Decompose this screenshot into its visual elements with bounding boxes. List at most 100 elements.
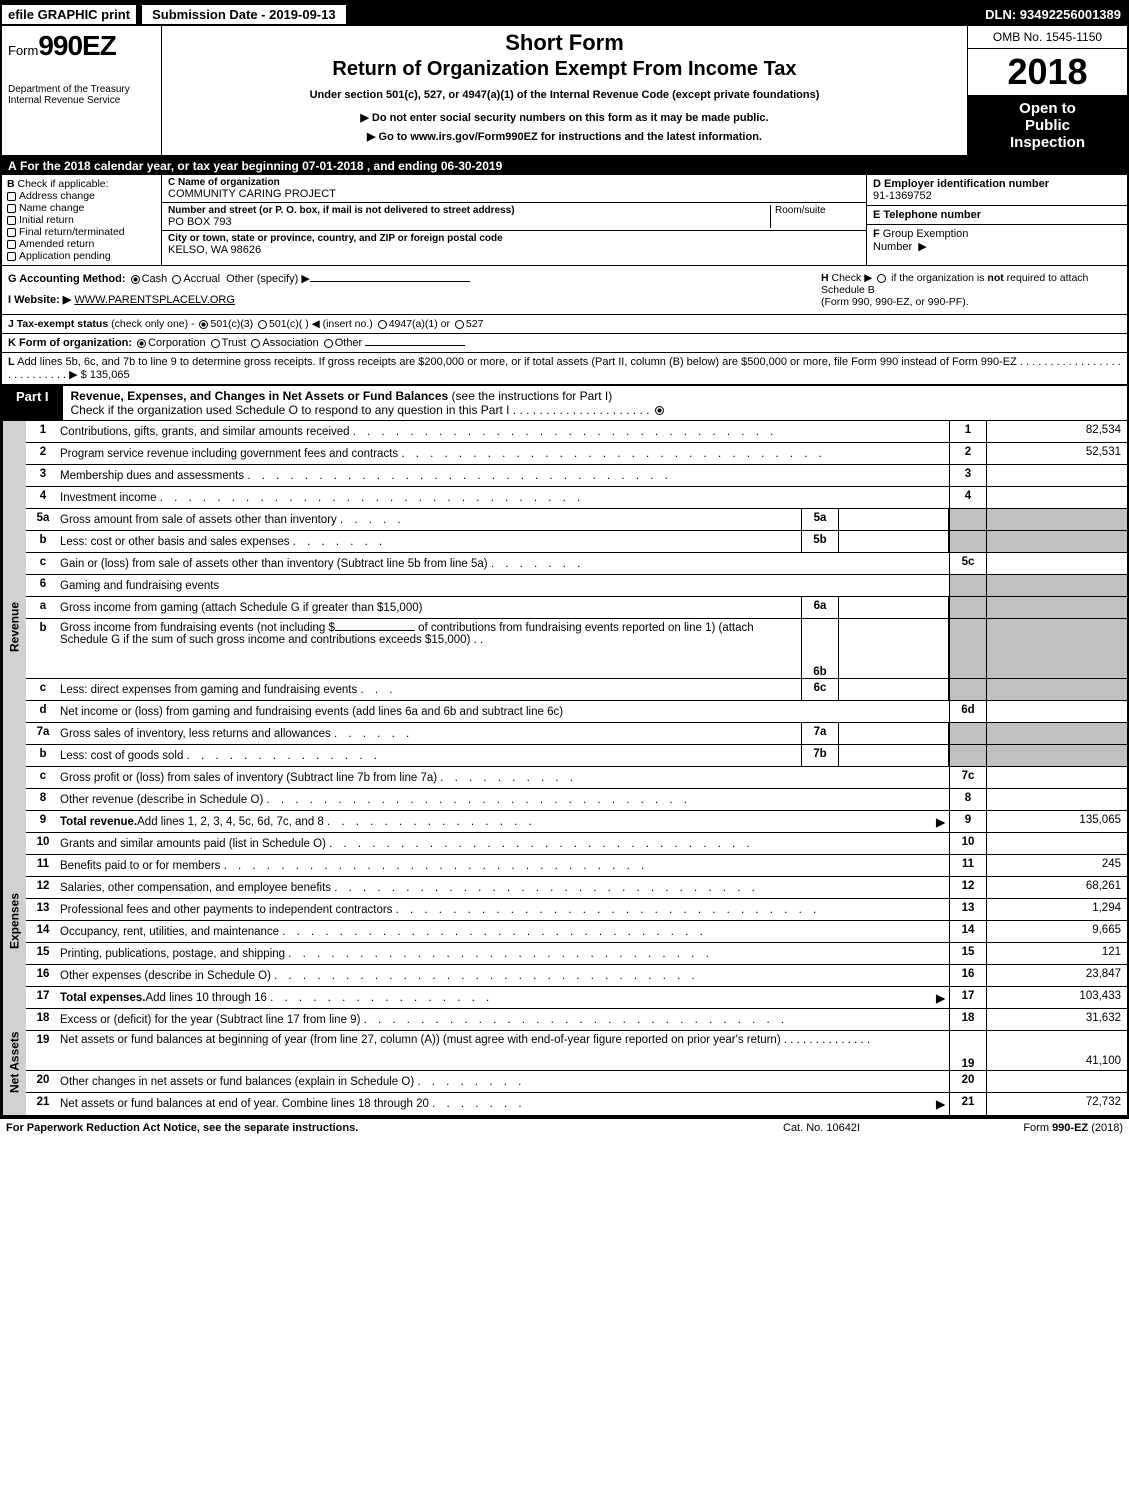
radio-4947[interactable] [378, 320, 387, 329]
row-gh: G Accounting Method: Cash Accrual Other … [2, 266, 1127, 315]
ln6c-subval [839, 679, 949, 700]
shade-cell [949, 619, 987, 678]
row-a-label: A [8, 159, 17, 173]
ln1-no: 1 [26, 421, 60, 442]
line-7a: 7a Gross sales of inventory, less return… [26, 723, 1127, 745]
l-label: L [8, 356, 15, 368]
row-j: J Tax-exempt status (check only one) - 5… [2, 315, 1127, 334]
radio-501c3[interactable] [199, 320, 208, 329]
ln2-label: Program service revenue including govern… [60, 448, 398, 460]
d-row: D Employer identification number 91-1369… [867, 175, 1127, 206]
ln6d-val [987, 701, 1127, 722]
j-o4: 527 [466, 318, 484, 330]
checkbox-icon [7, 228, 16, 237]
ln7c-col: 7c [949, 767, 987, 788]
shade-cell [949, 597, 987, 618]
col-def: D Employer identification number 91-1369… [867, 175, 1127, 265]
ln7a-no: 7a [26, 723, 60, 744]
chk-final[interactable]: Final return/terminated [7, 226, 156, 238]
line-10: 10 Grants and similar amounts paid (list… [26, 833, 1127, 855]
ln1-col: 1 [949, 421, 987, 442]
radio-cash[interactable] [131, 275, 140, 284]
ln21-val: 72,732 [987, 1093, 1127, 1115]
expenses-section: Expenses 10 Grants and similar amounts p… [2, 833, 1127, 1009]
radio-assoc[interactable] [251, 339, 260, 348]
part1-check[interactable] [655, 406, 664, 415]
checkbox-icon [7, 204, 16, 213]
ln5c-no: c [26, 553, 60, 574]
inspect-3: Inspection [970, 134, 1125, 151]
line-13: 13 Professional fees and other payments … [26, 899, 1127, 921]
ln9-col: 9 [949, 811, 987, 832]
ln10-col: 10 [949, 833, 987, 854]
ln6b-blank [335, 630, 415, 631]
e-label: E Telephone number [873, 209, 1121, 221]
line-11: 11 Benefits paid to or for members . . .… [26, 855, 1127, 877]
radio-trust[interactable] [211, 339, 220, 348]
chk-initial[interactable]: Initial return [7, 214, 156, 226]
arrow-icon: ▶ [936, 1097, 945, 1111]
dots: . . . . . . . . . . [440, 772, 945, 784]
chk-pending[interactable]: Application pending [7, 250, 156, 262]
ln7b-no: b [26, 745, 60, 766]
subtitle-2: ▶ Do not enter social security numbers o… [170, 111, 959, 124]
ln19-no: 19 [26, 1031, 60, 1070]
ln17-txt: Total expenses. Add lines 10 through 16 … [60, 987, 949, 1008]
row-i-inline: I Website: ▶ WWW.PARENTSPLACELV.ORG [8, 293, 821, 306]
ln16-txt: Other expenses (describe in Schedule O) … [60, 965, 949, 986]
ln2-txt: Program service revenue including govern… [60, 443, 949, 464]
ln6c-no: c [26, 679, 60, 700]
ln5a-no: 5a [26, 509, 60, 530]
ln6b-subval [839, 619, 949, 678]
ln5b-sub: 5b [801, 531, 839, 552]
ln14-col: 14 [949, 921, 987, 942]
topbar: efile GRAPHIC print Submission Date - 20… [2, 2, 1127, 26]
ln6d-txt: Net income or (loss) from gaming and fun… [60, 701, 949, 722]
line-6b: b Gross income from fundraising events (… [26, 619, 1127, 679]
c-label: C Name of organization [168, 177, 860, 188]
part1-header: Part I Revenue, Expenses, and Changes in… [2, 386, 1127, 421]
dots: . . . [360, 684, 797, 696]
ln16-label: Other expenses (describe in Schedule O) [60, 970, 271, 982]
ln4-label: Investment income [60, 492, 157, 504]
b-label: B [7, 178, 15, 190]
ln2-val: 52,531 [987, 443, 1127, 464]
opt-initial: Initial return [19, 214, 74, 226]
line-18: 18 Excess or (deficit) for the year (Sub… [26, 1009, 1127, 1031]
ln19-txt: Net assets or fund balances at beginning… [60, 1031, 949, 1070]
radio-accrual[interactable] [172, 275, 181, 284]
irs-link[interactable]: www.irs.gov/Form990EZ [410, 131, 537, 143]
shade-cell [987, 723, 1127, 744]
chk-address[interactable]: Address change [7, 190, 156, 202]
ln10-txt: Grants and similar amounts paid (list in… [60, 833, 949, 854]
ln8-txt: Other revenue (describe in Schedule O) .… [60, 789, 949, 810]
opt-pending: Application pending [19, 250, 111, 262]
section-bcdef: B Check if applicable: Address change Na… [2, 175, 1127, 266]
form-990ez: efile GRAPHIC print Submission Date - 20… [0, 0, 1129, 1119]
j-o1: 501(c)(3) [210, 318, 253, 330]
ln2-no: 2 [26, 443, 60, 464]
radio-527[interactable] [455, 320, 464, 329]
line-20: 20 Other changes in net assets or fund b… [26, 1071, 1127, 1093]
ln6-no: 6 [26, 575, 60, 596]
chk-name[interactable]: Name change [7, 202, 156, 214]
radio-other-org[interactable] [324, 339, 333, 348]
city-label: City or town, state or province, country… [168, 233, 860, 244]
ln12-col: 12 [949, 877, 987, 898]
radio-h[interactable] [877, 274, 886, 283]
radio-501c[interactable] [258, 320, 267, 329]
shade-cell [949, 679, 987, 700]
short-form-label: Short Form [170, 30, 959, 56]
ln5a-subval [839, 509, 949, 530]
dots: . . . . . . . . . . . . . . [187, 750, 797, 762]
ln6b-txt: Gross income from fundraising events (no… [60, 619, 801, 678]
radio-corp[interactable] [137, 339, 146, 348]
ln6a-sub: 6a [801, 597, 839, 618]
line-7b: b Less: cost of goods sold . . . . . . .… [26, 745, 1127, 767]
ln11-col: 11 [949, 855, 987, 876]
shade-cell [949, 509, 987, 530]
checkbox-icon [7, 240, 16, 249]
line-9: 9 Total revenue. Add lines 1, 2, 3, 4, 5… [26, 811, 1127, 833]
chk-amended[interactable]: Amended return [7, 238, 156, 250]
ln6d-label: Net income or (loss) from gaming and fun… [60, 706, 563, 718]
